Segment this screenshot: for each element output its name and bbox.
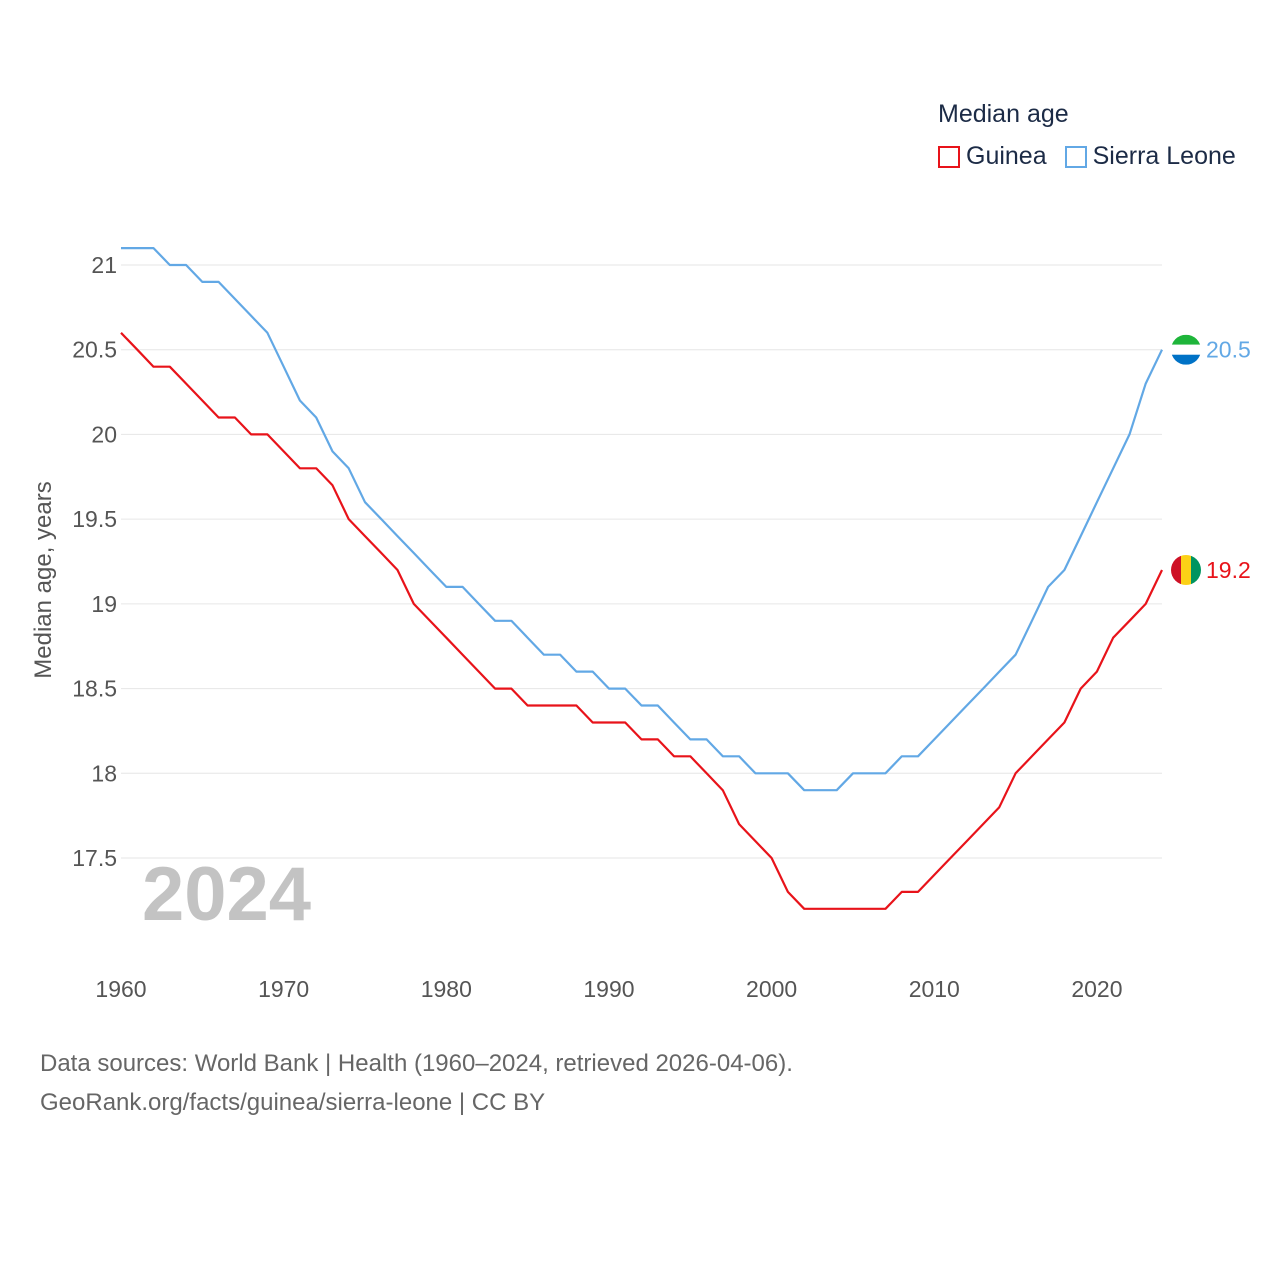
series-line-guinea[interactable]	[120, 332, 1163, 910]
legend-swatch-sierra-leone	[1064, 145, 1087, 168]
source-link[interactable]: GeoRank.org/facts/guinea/sierra-leone | …	[40, 1089, 546, 1116]
y-axis-label: Median age, years	[30, 481, 57, 678]
legend-item-guinea[interactable]: Guinea	[938, 142, 1047, 171]
end-markers: 19.2 20.5	[1171, 334, 1251, 585]
y-tick-label: 19.5	[72, 506, 117, 532]
x-tick-label: 2020	[1071, 976, 1122, 1002]
gridlines	[121, 264, 1162, 859]
end-value-guinea: 19.2	[1206, 557, 1251, 583]
x-tick-label: 1960	[95, 976, 146, 1002]
x-tick-label: 1990	[583, 976, 634, 1002]
data-source-text: Data sources: World Bank | Health (1960–…	[40, 1050, 793, 1077]
y-tick-label: 18	[91, 760, 117, 786]
y-tick-label: 19	[91, 591, 117, 617]
y-tick-label: 18.5	[72, 676, 117, 702]
legend-item-sierra-leone[interactable]: Sierra Leone	[1064, 142, 1236, 171]
year-highlight: 2024	[142, 852, 311, 937]
x-axis-ticks: 1960 1970 1980 1990 2000 2010 2020	[95, 976, 1122, 1002]
legend-title: Median age	[938, 100, 1069, 128]
y-tick-label: 20.5	[72, 337, 117, 363]
y-tick-label: 17.5	[72, 845, 117, 871]
end-value-sierra-leone: 20.5	[1206, 337, 1251, 363]
flag-guinea-icon	[1171, 554, 1201, 585]
legend-swatch-guinea	[938, 145, 960, 168]
legend-label-sierra-leone: Sierra Leone	[1092, 142, 1236, 170]
legend-label-guinea: Guinea	[966, 142, 1047, 170]
y-tick-label: 21	[91, 252, 117, 278]
legend: Guinea Sierra Leone	[938, 142, 1254, 171]
x-tick-label: 1970	[258, 976, 309, 1002]
footer: Data sources: World Bank | Health (1960–…	[40, 1044, 793, 1122]
series-lines	[120, 247, 1163, 910]
x-tick-label: 2000	[746, 976, 797, 1002]
x-tick-label: 1980	[421, 976, 472, 1002]
y-axis-ticks: 17.5 18 18.5 19 19.5 20 20.5 21	[72, 252, 117, 871]
y-tick-label: 20	[91, 421, 117, 447]
series-line-sierra-leone[interactable]	[121, 247, 1163, 792]
x-tick-label: 2010	[909, 976, 960, 1002]
flag-sierra-leone-icon	[1171, 334, 1201, 365]
